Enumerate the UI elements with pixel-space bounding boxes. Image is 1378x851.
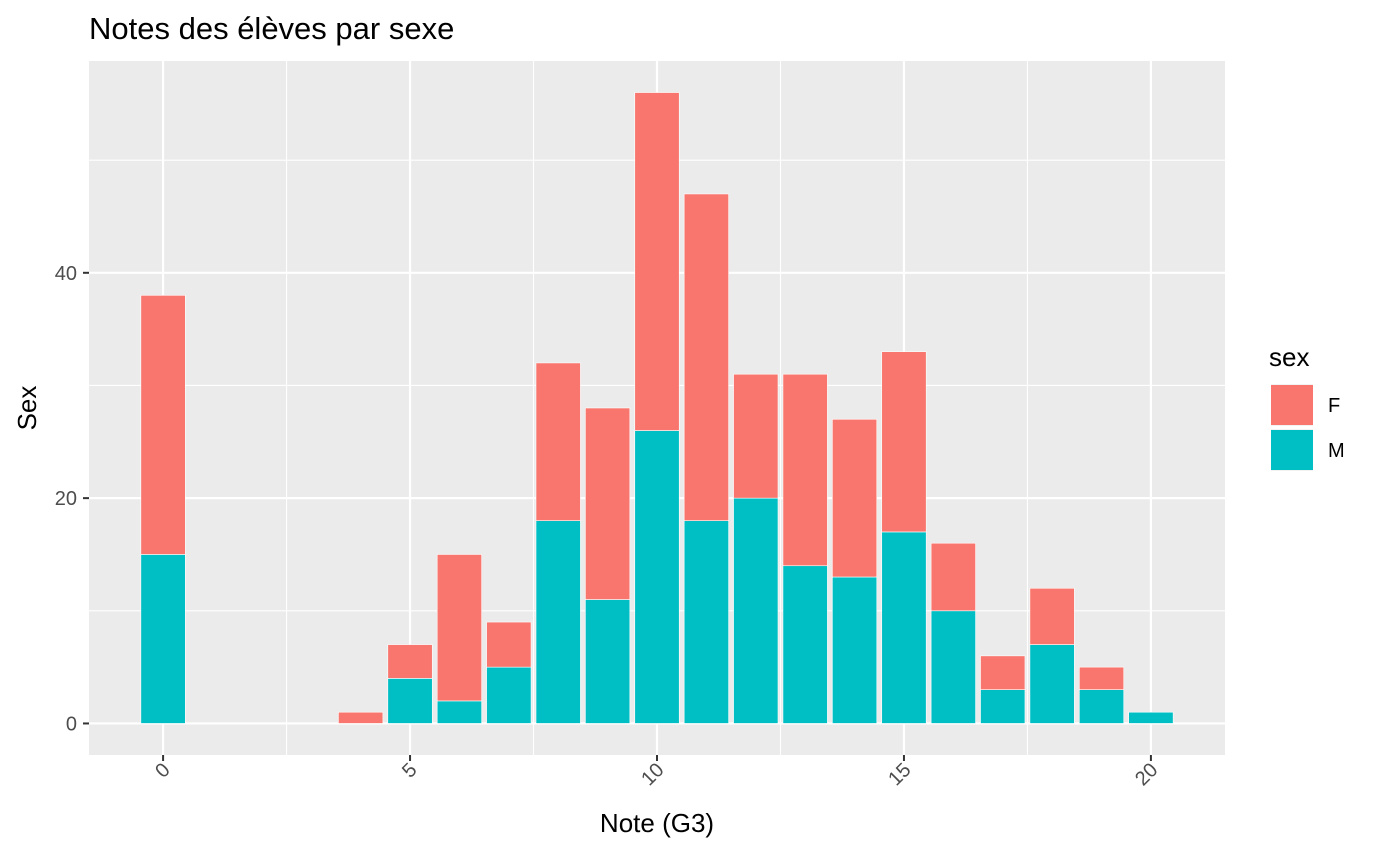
bar-M-20	[1128, 711, 1174, 724]
bar-M-12	[733, 497, 779, 724]
bar-F-11	[683, 193, 729, 521]
bar-F-0	[140, 295, 186, 555]
bar-M-6	[436, 700, 482, 724]
bar-M-7	[486, 666, 532, 724]
x-tick-label: 15	[884, 759, 915, 790]
y-tick-label: 40	[55, 263, 77, 285]
bars	[140, 92, 1174, 724]
bar-F-17	[980, 655, 1026, 690]
legend-label-F: F	[1328, 395, 1340, 417]
bar-M-9	[585, 599, 631, 724]
bar-M-10	[634, 430, 680, 724]
bar-F-19	[1078, 666, 1125, 690]
bar-F-4	[338, 711, 384, 724]
bar-M-13	[782, 565, 828, 724]
bar-F-8	[535, 362, 581, 521]
y-axis-title: Sex	[12, 386, 42, 431]
legend-keys: FM	[1271, 384, 1345, 471]
bar-F-18	[1029, 587, 1075, 645]
bar-F-15	[881, 351, 927, 533]
bar-M-17	[980, 689, 1026, 724]
y-axis: 0 20 40	[55, 263, 89, 735]
bar-F-5	[387, 644, 433, 679]
bar-F-12	[733, 373, 779, 499]
bar-F-14	[832, 418, 878, 578]
bar-F-10	[634, 92, 680, 431]
bar-M-5	[387, 678, 433, 724]
bar-M-14	[832, 576, 878, 724]
legend-swatch-M	[1271, 430, 1313, 470]
legend-title: sex	[1269, 342, 1309, 372]
x-axis-title: Note (G3)	[600, 808, 714, 838]
bar-F-9	[585, 407, 631, 600]
y-tick-label: 0	[66, 713, 77, 735]
bar-M-16	[930, 610, 976, 724]
y-tick-label: 20	[55, 488, 77, 510]
x-tick-label: 20	[1131, 759, 1162, 790]
x-tick-label: 0	[151, 759, 174, 782]
x-axis: 0 5 10 15 20	[151, 755, 1162, 790]
bar-M-0	[140, 554, 186, 724]
legend-label-M: M	[1328, 440, 1345, 462]
bar-F-13	[782, 373, 828, 567]
bar-M-19	[1078, 689, 1125, 724]
bar-M-8	[535, 520, 581, 724]
bar-M-11	[683, 520, 729, 724]
bar-F-6	[436, 554, 482, 702]
bar-F-7	[486, 621, 532, 668]
x-tick-label: 10	[637, 759, 668, 790]
bar-M-15	[881, 531, 927, 724]
chart-title: Notes des élèves par sexe	[89, 11, 454, 46]
bar-F-16	[930, 542, 976, 612]
legend: sex FM	[1269, 342, 1345, 471]
bar-M-18	[1029, 644, 1075, 724]
legend-swatch-F	[1271, 385, 1313, 425]
x-tick-label: 5	[398, 759, 421, 782]
